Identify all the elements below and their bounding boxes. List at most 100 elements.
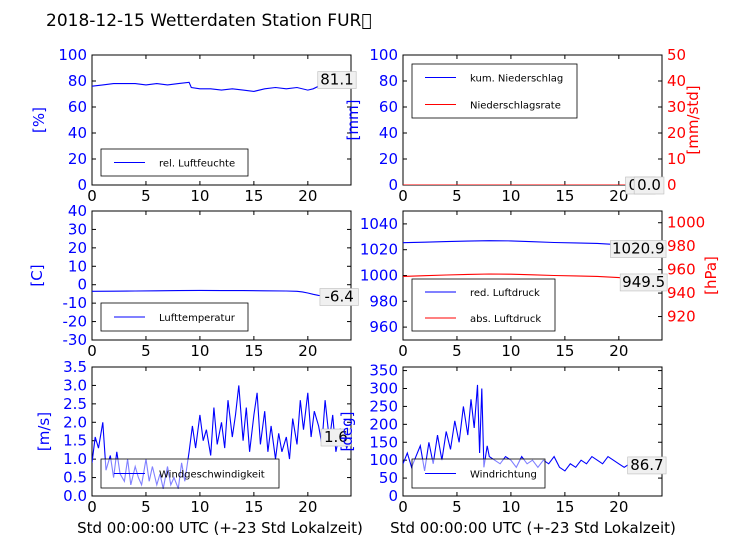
x-tick-label: 15 <box>244 342 263 360</box>
value-annotation-box <box>319 288 359 306</box>
y-tick-label: 1020 <box>360 241 398 259</box>
y-tick-label: 0 <box>77 276 87 294</box>
y-tick-label: 350 <box>369 362 398 380</box>
pressure-panel: 0 5 10 15 2096098010001020104092094096098010… <box>360 210 720 360</box>
y-tick-label: 3.0 <box>63 376 87 394</box>
x-axis-label-right: Std 00:00:00 UTC (+-23 Std Lokalzeit) <box>390 519 676 537</box>
y-tick-label: 0.5 <box>63 469 87 487</box>
y-tick-label-right: 1000 <box>667 214 705 232</box>
x-axis-label-left: Std 00:00:00 UTC (+-23 Std Lokalzeit) <box>77 519 363 537</box>
x-tick-label: 5 <box>452 342 462 360</box>
figure-title: 2018-12-15 Wetterdaten Station FUR  <box>46 11 372 31</box>
x-tick-label: 10 <box>190 498 209 516</box>
y-tick-label-right: 980 <box>667 237 696 255</box>
legend-entry: Windrichtung <box>470 470 537 481</box>
y-axis-label: [m/s] <box>35 412 53 451</box>
value-annotation-box <box>619 273 668 292</box>
value-annotation: 1.6 <box>324 428 348 446</box>
y-tick-label: 0 <box>77 176 87 194</box>
y-tick-label: 3.5 <box>63 358 87 376</box>
y-tick-label-right: 20 <box>667 124 686 142</box>
x-tick-label: 10 <box>501 187 520 205</box>
x-tick-label: 0 <box>87 187 97 205</box>
value-annotation: 1020.9 <box>612 240 665 258</box>
value-annotation-box <box>610 240 667 258</box>
y-tick-label: 0 <box>388 176 398 194</box>
y-axis-label: [C] <box>28 264 46 286</box>
y-tick-label: 980 <box>369 292 398 310</box>
value-annotation-box <box>627 456 667 475</box>
x-tick-label: 0 <box>398 187 408 205</box>
y-tick-label: 60 <box>68 98 87 116</box>
y-tick-label: 80 <box>379 72 398 90</box>
y-tick-label: 1.0 <box>63 450 87 468</box>
y-tick-label: 40 <box>68 202 87 220</box>
legend-entry: rel. Luftfeuchte <box>159 159 235 170</box>
y-tick-label-right: 40 <box>667 72 686 90</box>
legend-entry: Niederschlagsrate <box>470 101 561 112</box>
x-tick-label: 15 <box>244 187 263 205</box>
legend-entry: Lufttemperatur <box>159 313 236 324</box>
series-line <box>92 289 351 298</box>
x-tick-label: 20 <box>609 187 628 205</box>
y-tick-label: 2.0 <box>63 413 87 431</box>
y-tick-label: 100 <box>369 451 398 469</box>
legend-box <box>411 278 556 332</box>
y-tick-label: 1000 <box>360 267 398 285</box>
y-tick-label: 100 <box>58 46 87 64</box>
y-tick-label: 150 <box>369 433 398 451</box>
y-tick-label: 20 <box>379 150 398 168</box>
value-annotation: 86.7 <box>630 456 663 474</box>
x-tick-label: 0 <box>87 498 97 516</box>
x-tick-label: 20 <box>609 498 628 516</box>
legend-entry: kum. Niederschlag <box>470 74 563 85</box>
y-tick-label: 50 <box>379 469 398 487</box>
value-annotation-box <box>633 176 665 195</box>
y-axis-label-right: [mm/std] <box>684 85 702 154</box>
x-tick-label: 20 <box>298 187 317 205</box>
x-tick-label: 10 <box>501 498 520 516</box>
value-annotation-box <box>317 71 357 89</box>
series-line <box>403 384 662 472</box>
wind-direction-panel: 0 5 10 15 20050100150200250300350[deg]Windri… <box>338 362 667 516</box>
y-axis-label: [%] <box>30 107 48 133</box>
plot-frame <box>402 366 663 497</box>
temperature-panel: 0 5 10 15 20-30-20-10010203040[C]Lufttempera… <box>28 202 359 360</box>
y-tick-label: -30 <box>63 331 88 349</box>
value-annotation: -6.4 <box>324 288 353 306</box>
y-tick-label: 200 <box>369 415 398 433</box>
y-tick-label: 40 <box>68 124 87 142</box>
y-tick-label: 100 <box>369 46 398 64</box>
plot-frame <box>91 210 352 341</box>
x-tick-label: 10 <box>501 342 520 360</box>
x-tick-label: 0 <box>398 342 408 360</box>
value-annotation: 0.0 <box>637 176 661 194</box>
x-tick-label: 20 <box>298 342 317 360</box>
x-tick-label: 10 <box>190 342 209 360</box>
x-tick-label: 5 <box>452 498 462 516</box>
x-tick-label: 15 <box>555 342 574 360</box>
legend-entry: Windgeschwindigkeit <box>159 470 265 481</box>
y-tick-label: 60 <box>379 98 398 116</box>
y-tick-label: 30 <box>68 220 87 238</box>
x-tick-label: 5 <box>452 187 462 205</box>
y-axis-label: [mm] <box>344 100 362 141</box>
x-tick-label: 15 <box>555 498 574 516</box>
y-tick-label: 40 <box>379 124 398 142</box>
humidity-panel: 0 5 10 15 20 0 20 40 60 80 100 [%] rel. Luftfeuchte 8… <box>30 46 357 205</box>
wind-speed-panel: 0 5 10 15 20 0.00.51.01.52.02.53.03.5 [m/s] Win… <box>35 358 352 516</box>
y-tick-label-right: 0 <box>667 176 677 194</box>
x-tick-label: 20 <box>298 498 317 516</box>
y-tick-label: 10 <box>68 257 87 275</box>
y-tick-label-right: 920 <box>667 308 696 326</box>
y-tick-label: 960 <box>369 318 398 336</box>
y-axis-label-right: [hPa] <box>702 256 720 295</box>
series-line <box>92 79 351 92</box>
value-annotation: 81.1 <box>320 71 353 89</box>
y-axis-label: [deg] <box>338 412 356 452</box>
y-tick-label: 80 <box>68 72 87 90</box>
y-tick-label: 250 <box>369 397 398 415</box>
y-tick-label: 20 <box>68 239 87 257</box>
precipitation-panel: 0 5 10 15 20 0 20 40 60 80 100 0 10 20 30 40 50 [mm] [mm/s… <box>344 46 702 205</box>
y-tick-label-right: 30 <box>667 98 686 116</box>
